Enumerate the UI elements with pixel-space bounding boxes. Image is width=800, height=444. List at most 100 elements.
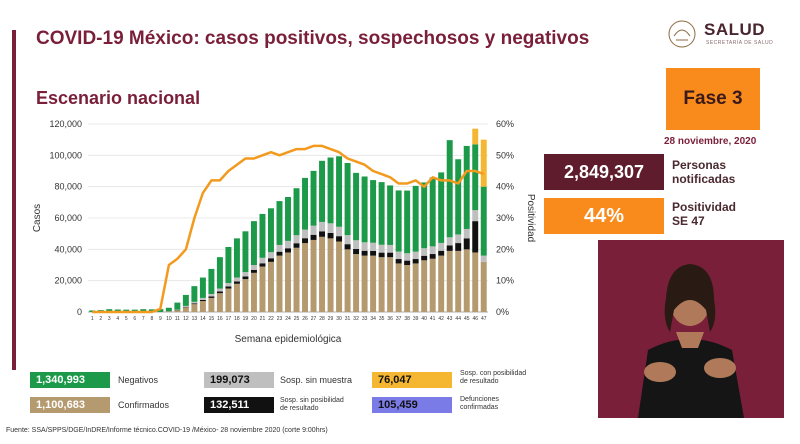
bar-segment-negativos	[293, 188, 300, 236]
interpreter-figure-icon	[598, 240, 784, 418]
personas-label: Personas notificadas	[672, 158, 735, 186]
x-tick-label: 8	[150, 316, 153, 322]
x-tick-label: 7	[142, 316, 145, 322]
y-axis-label: Casos	[32, 204, 43, 232]
bar-segment-sosp_sin_muestra	[268, 252, 274, 259]
bar-segment-sosp_sin_pos	[472, 221, 479, 253]
bar-segment-negativos	[225, 246, 232, 284]
bar-segment-negativos	[268, 208, 274, 253]
bar-segment-confirmados	[472, 252, 479, 312]
bar-segment-confirmados	[438, 255, 445, 312]
bar-segment-sosp_sin_pos	[353, 249, 360, 255]
bar-segment-confirmados	[276, 255, 283, 312]
bar-segment-sosp_sin_pos	[438, 250, 445, 256]
bar-segment-negativos	[199, 277, 206, 298]
bar-segment-sosp_sin_muestra	[208, 293, 215, 297]
bar-segment-sosp_sin_pos	[463, 238, 470, 250]
bar-segment-confirmados	[293, 247, 300, 312]
x-tick-label: 15	[209, 316, 215, 322]
bar-segment-sosp_sin_pos	[412, 259, 419, 264]
bar-segment-sosp_sin_muestra	[344, 235, 351, 245]
bar-segment-sosp_sin_pos	[268, 258, 274, 262]
x-tick-label: 43	[447, 316, 453, 322]
fase-badge: Fase 3	[666, 68, 760, 130]
x-tick-label: 17	[226, 316, 232, 322]
bar-segment-sosp_sin_muestra	[480, 255, 487, 262]
bar-segment-sosp_sin_pos	[446, 245, 453, 251]
x-tick-label: 16	[217, 316, 223, 322]
x-tick-label: 38	[404, 316, 410, 322]
bar-segment-sosp_sin_muestra	[361, 242, 368, 251]
bar-segment-sosp_con_pos	[480, 139, 487, 187]
bar-segment-confirmados	[268, 261, 274, 312]
x-tick-label: 36	[387, 316, 393, 322]
accent-bar	[12, 30, 16, 370]
bar-segment-sosp_sin_muestra	[319, 221, 326, 232]
bar-segment-negativos	[165, 307, 172, 312]
bar-segment-negativos	[327, 157, 334, 224]
bar-segment-confirmados	[242, 279, 249, 312]
bar-segment-confirmados	[182, 307, 189, 312]
positividad-label-line2: SE 47	[672, 214, 705, 228]
sosp-con-pos-value: 76,047	[372, 372, 452, 388]
bar-segment-sosp_sin_pos	[421, 255, 428, 261]
bar-segment-confirmados	[302, 243, 308, 312]
x-tick-label: 10	[166, 316, 172, 322]
x-tick-label: 18	[234, 316, 240, 322]
x-tick-label: 29	[328, 316, 334, 322]
y2-tick-label: 20%	[496, 244, 514, 254]
x-tick-label: 19	[243, 316, 249, 322]
bar-segment-sosp_sin_muestra	[421, 248, 428, 256]
bar-segment-sosp_sin_muestra	[353, 240, 360, 250]
x-tick-label: 44	[455, 316, 461, 322]
bar-segment-confirmados	[336, 241, 343, 312]
bar-segment-negativos	[242, 231, 249, 273]
y-tick-label: 0	[77, 307, 82, 317]
bar-segment-sosp_sin_pos	[395, 259, 402, 264]
bar-segment-negativos	[361, 176, 368, 243]
sosp-sin-pos-label-line1: Sosp. sin posibilidad	[280, 397, 344, 404]
x-tick-label: 4	[116, 316, 119, 322]
x-tick-label: 31	[345, 316, 351, 322]
bar-segment-confirmados	[463, 249, 470, 312]
bar-segment-negativos	[276, 201, 283, 245]
bar-segment-sosp_sin_muestra	[378, 244, 385, 253]
bar-segment-sosp_sin_pos	[276, 251, 283, 256]
bar-segment-sosp_sin_muestra	[446, 237, 453, 246]
bar-segment-negativos	[446, 140, 453, 238]
y-tick-label: 80,000	[54, 182, 82, 192]
bar-segment-confirmados	[446, 250, 453, 312]
bar-segment-confirmados	[216, 293, 223, 312]
bar-segment-confirmados	[429, 258, 436, 312]
bar-segment-sosp_sin_muestra	[429, 246, 436, 255]
bar-segment-confirmados	[259, 266, 266, 312]
bar-segment-confirmados	[404, 265, 411, 312]
bar-segment-negativos	[421, 182, 428, 249]
bar-segment-sosp_sin_pos	[216, 291, 223, 294]
bar-segment-sosp_sin_pos	[242, 276, 249, 280]
sosp-con-pos-label-line1: Sosp. con posibilidad	[460, 370, 527, 377]
bar-segment-confirmados	[455, 250, 462, 312]
personas-label-line1: Personas	[672, 158, 727, 172]
bar-segment-sosp_sin_muestra	[395, 251, 402, 260]
sosp-con-pos-label: Sosp. con posibilidad de resultado	[460, 370, 526, 386]
x-tick-label: 26	[302, 316, 308, 322]
x-tick-label: 35	[379, 316, 385, 322]
x-tick-label: 27	[311, 316, 317, 322]
bar-segment-sosp_sin_muestra	[455, 234, 462, 244]
bar-segment-sosp_sin_muestra	[216, 288, 223, 292]
bar-segment-sosp_sin_pos	[293, 243, 300, 248]
bar-segment-sosp_sin_muestra	[191, 301, 198, 304]
x-tick-label: 3	[108, 316, 111, 322]
bar-segment-sosp_sin_pos	[361, 250, 368, 256]
bar-segment-confirmados	[233, 283, 240, 312]
report-date: 28 noviembre, 2020	[664, 136, 757, 147]
bar-segment-negativos	[319, 160, 326, 222]
y-tick-label: 60,000	[54, 213, 82, 223]
bar-segment-confirmados	[319, 236, 326, 312]
bar-segment-sosp_sin_pos	[259, 263, 266, 267]
bar-segment-negativos	[216, 257, 223, 289]
bar-segment-confirmados	[199, 301, 206, 312]
x-tick-label: 33	[362, 316, 368, 322]
